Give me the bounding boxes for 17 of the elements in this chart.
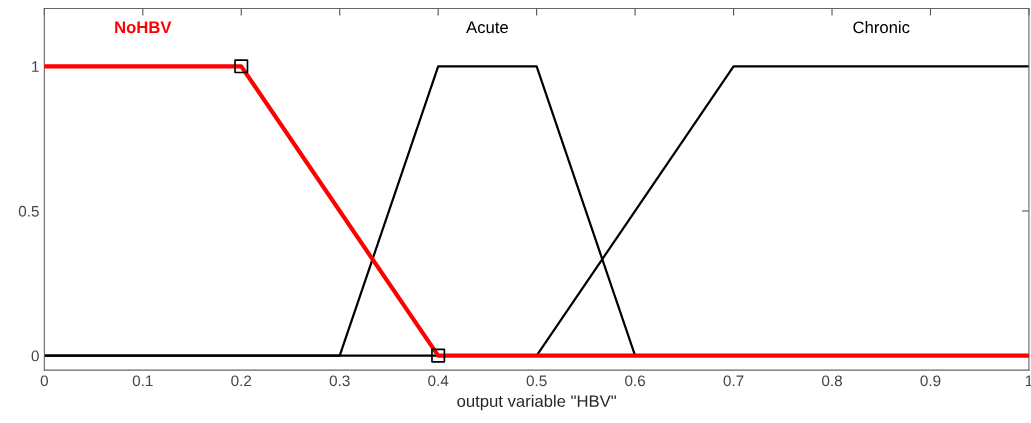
- series-label: NoHBV: [115, 21, 172, 34]
- x-tick-label: 0.7: [723, 375, 744, 387]
- y-tick-label: 0: [31, 350, 39, 362]
- series-label: Chronic: [853, 20, 910, 34]
- y-tick-label: 0.5: [18, 205, 39, 217]
- x-axis-title: output variable "HBV": [457, 394, 616, 411]
- x-tick-label: 0.3: [329, 375, 350, 387]
- x-tick-label: 0: [40, 375, 48, 387]
- x-tick-label: 0.6: [625, 375, 646, 387]
- x-tick-label: 0.8: [822, 375, 842, 387]
- x-tick-label: 0.9: [920, 375, 941, 387]
- x-tick-label: 0.5: [526, 375, 547, 387]
- x-tick-label: 0.2: [231, 375, 252, 387]
- y-tick-label: 1: [32, 61, 39, 72]
- x-tick-label: 0.1: [132, 375, 153, 387]
- x-tick-label: 0.4: [428, 375, 449, 387]
- series-label: Acute: [466, 21, 508, 34]
